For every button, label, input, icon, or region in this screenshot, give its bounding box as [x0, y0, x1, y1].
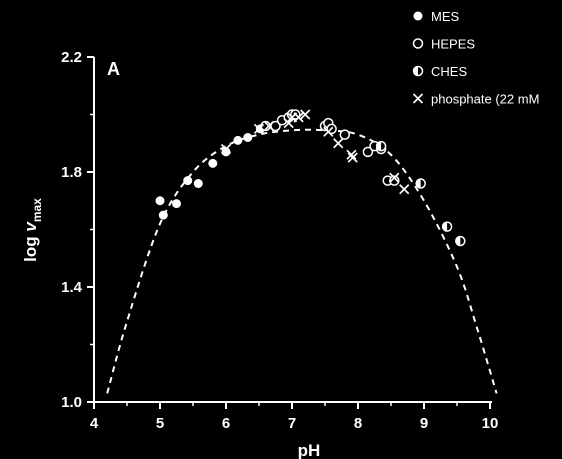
legend-label: CHES [431, 64, 467, 79]
legend-marker [412, 93, 424, 104]
data-point [441, 221, 453, 232]
cross-stroke [347, 152, 358, 163]
legend-marker [412, 38, 424, 49]
cross-stroke [333, 138, 344, 149]
y-tick-label: 1.0 [61, 394, 82, 411]
series-filled-circle [155, 124, 265, 220]
y-axis-title-subscript: max [30, 198, 44, 222]
cross-stroke [253, 123, 265, 134]
data-point [375, 140, 387, 152]
data-point [221, 147, 231, 157]
x-tick-label: 7 [288, 415, 296, 432]
x-tick-label: 10 [482, 415, 499, 432]
x-tick-label: 4 [90, 415, 99, 432]
data-point [346, 149, 357, 160]
data-point [270, 120, 281, 132]
data-point [333, 138, 344, 149]
legend-label: phosphate (22 mM [431, 92, 539, 107]
x-axis-title: pH [298, 441, 321, 459]
y-tick-label: 2.2 [61, 49, 82, 66]
cross-stroke [389, 172, 400, 183]
data-point [347, 152, 358, 163]
data-point [158, 210, 168, 220]
x-tick-label: 8 [354, 415, 362, 432]
data-point [389, 175, 400, 186]
cross-stroke [220, 143, 232, 155]
legend-label: MES [431, 9, 460, 24]
data-point [339, 129, 351, 140]
data-point [362, 146, 374, 158]
axes: 4 5 6 7 8 9 10 1.0 1.4 1.8 2.2 [61, 49, 498, 432]
data-point [300, 109, 311, 120]
cross-stroke [293, 112, 304, 123]
data-point [183, 176, 193, 186]
y-axis-title: log vmax [21, 198, 44, 262]
data-point [172, 199, 181, 209]
cross-stroke [300, 109, 311, 120]
x-tick-label: 5 [156, 415, 164, 432]
cross-stroke [283, 118, 294, 129]
cross-stroke [263, 120, 274, 132]
y-axis-title-main: log [21, 232, 40, 262]
data-point [283, 118, 294, 129]
series-half-circle [375, 140, 466, 247]
half-circle-fill [455, 236, 461, 246]
cross-stroke [323, 126, 334, 137]
series-cross [220, 109, 410, 195]
y-tick-label: 1.4 [61, 279, 83, 296]
data-point [253, 123, 265, 134]
cross-stroke [346, 149, 357, 160]
data-point [233, 135, 243, 145]
legend-label: HEPES [431, 37, 475, 52]
legend-marker [413, 11, 423, 21]
y-axis-title-italic: v [21, 221, 40, 232]
data-points-layer [155, 109, 466, 247]
data-point [399, 184, 410, 195]
data-point [243, 133, 253, 142]
y-tick-label: 1.8 [61, 164, 82, 181]
half-circle-fill [413, 66, 418, 76]
data-point [220, 143, 232, 155]
cross-stroke [399, 184, 410, 195]
data-point [323, 126, 334, 137]
data-point [155, 196, 165, 206]
half-circle-fill [376, 141, 382, 151]
data-point [455, 235, 466, 247]
half-circle-fill [442, 222, 448, 232]
x-tick-label: 6 [222, 415, 230, 432]
panel-label: A [107, 59, 120, 79]
data-point [193, 179, 203, 188]
legend-marker [412, 65, 424, 77]
data-point [293, 112, 304, 123]
x-tick-label: 9 [420, 415, 428, 432]
data-point [415, 178, 426, 189]
cross-stroke [412, 93, 424, 104]
legend: MES HEPES CHES phosphate (22 mM [412, 9, 539, 107]
half-circle-fill [416, 179, 421, 188]
data-point [263, 120, 274, 132]
data-point [208, 158, 218, 168]
data-point [389, 172, 400, 183]
